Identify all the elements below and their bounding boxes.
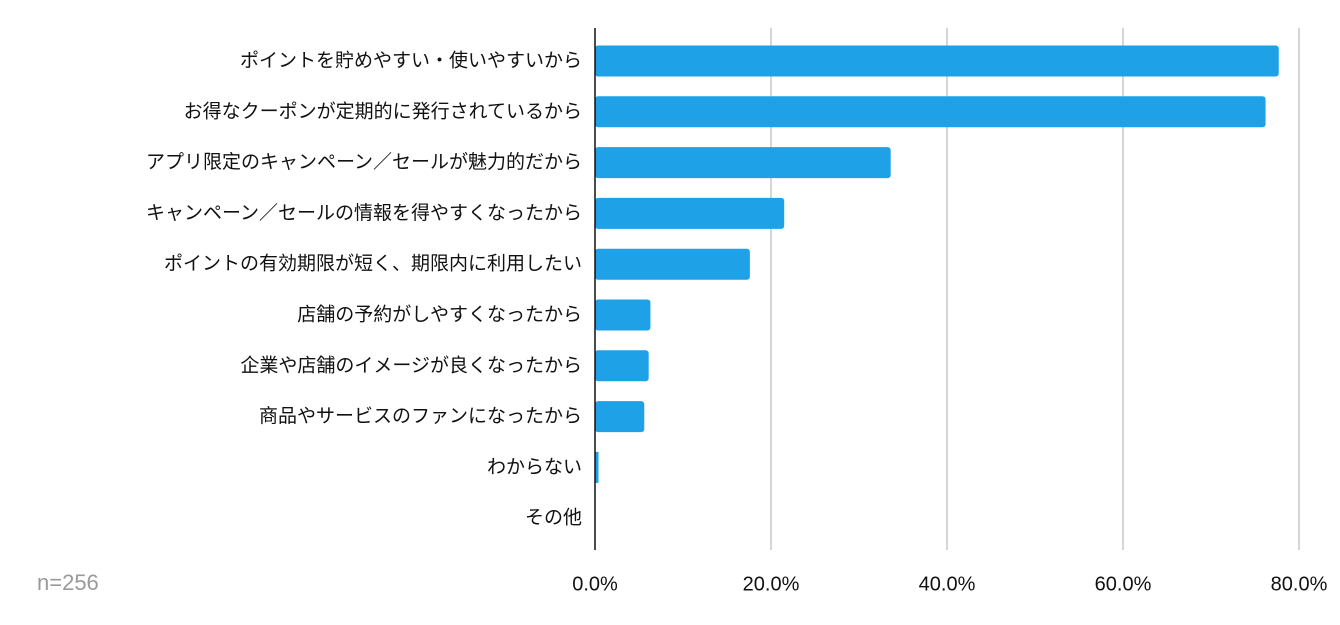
category-label: 店舗の予約がしやすくなったから (297, 304, 582, 326)
bar (595, 45, 1279, 77)
x-tick-label: 0.0% (572, 573, 618, 595)
bar (595, 350, 649, 382)
bar (595, 147, 891, 179)
bar (595, 451, 599, 483)
category-label: 企業や店舗のイメージが良くなったから (240, 354, 582, 376)
category-label: ポイントを貯めやすい・使いやすいから (240, 50, 582, 72)
category-label: アプリ限定のキャンペーン／セールが魅力的だから (146, 151, 582, 173)
bar (595, 401, 645, 433)
bar (595, 299, 651, 331)
bar (595, 248, 750, 280)
x-axis-ticks: 0.0% 20.0% 40.0% 60.0% 80.0% (572, 573, 1327, 595)
x-tick-label: 40.0% (919, 573, 976, 595)
category-label: ポイントの有効期限が短く、期限内に利用したい (164, 253, 582, 275)
category-label: キャンペーン／セールの情報を得やすくなったから (146, 202, 582, 224)
x-tick-label: 60.0% (1095, 573, 1152, 595)
category-labels: ポイントを貯めやすい・使いやすいからお得なクーポンが定期的に発行されているからア… (146, 50, 582, 529)
category-label: わからない (487, 456, 582, 478)
x-tick-label: 80.0% (1271, 573, 1328, 595)
category-label: 商品やサービスのファンになったから (259, 405, 582, 427)
bar (595, 197, 785, 229)
bars (595, 45, 1279, 483)
bar (595, 96, 1266, 128)
x-tick-label: 20.0% (743, 573, 800, 595)
sample-size-note: n=256 (37, 570, 99, 595)
category-label: その他 (525, 507, 582, 529)
category-label: お得なクーポンが定期的に発行されているから (184, 100, 582, 122)
